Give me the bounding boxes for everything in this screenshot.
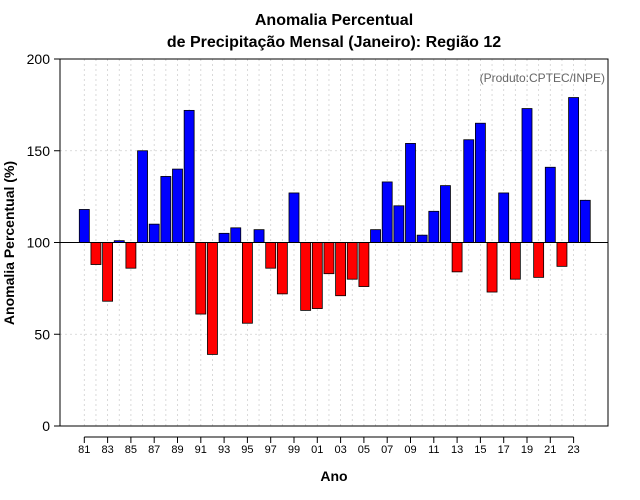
x-axis-label: Ano bbox=[320, 468, 347, 484]
y-axis-ticks: 0 50 100 150 200 bbox=[27, 51, 60, 434]
grid-lines bbox=[60, 58, 608, 427]
bar-23 bbox=[568, 97, 579, 243]
x-tick-label: 93 bbox=[218, 444, 230, 456]
bar-05 bbox=[358, 242, 370, 287]
y-tick-label: 50 bbox=[34, 326, 50, 342]
x-axis-ticks: 81 83 85 87 89 91 93 95 97 99 01 03 05 07 09 11 13 15 17 19… bbox=[78, 436, 580, 456]
bars bbox=[78, 97, 591, 355]
bar-03 bbox=[335, 242, 347, 297]
chart-title-line2: de Precipitação Mensal (Janeiro): Região… bbox=[167, 34, 501, 51]
credit-text: (Produto:CPTEC/INPE) bbox=[480, 71, 605, 85]
bar-14 bbox=[463, 139, 475, 243]
x-tick-label: 03 bbox=[334, 444, 346, 456]
bar-00 bbox=[300, 242, 312, 311]
bar-90 bbox=[183, 109, 195, 243]
bar-91 bbox=[195, 242, 207, 315]
x-tick-label: 23 bbox=[567, 444, 579, 456]
bar-22 bbox=[556, 242, 568, 267]
bar-94 bbox=[230, 227, 242, 243]
x-tick-label: 81 bbox=[78, 444, 90, 456]
x-tick-label: 17 bbox=[498, 444, 510, 456]
x-tick-label: 97 bbox=[265, 444, 277, 456]
x-tick-label: 89 bbox=[171, 444, 183, 456]
bar-88 bbox=[160, 176, 172, 243]
bar-10 bbox=[416, 234, 428, 243]
bar-85 bbox=[125, 242, 137, 269]
bar-09 bbox=[405, 143, 416, 243]
bar-95 bbox=[241, 242, 253, 324]
bar-93 bbox=[218, 232, 230, 243]
bar-20 bbox=[533, 242, 545, 278]
bar-08 bbox=[393, 205, 405, 243]
bar-81 bbox=[78, 209, 90, 243]
y-tick-label: 100 bbox=[27, 235, 51, 251]
bar-96 bbox=[253, 229, 265, 243]
bar-99 bbox=[288, 192, 300, 243]
x-tick-label: 91 bbox=[195, 444, 207, 456]
bar-02 bbox=[323, 242, 335, 275]
bar-98 bbox=[276, 242, 288, 295]
bar-11 bbox=[428, 210, 440, 243]
y-tick-label: 150 bbox=[27, 143, 51, 159]
bar-17 bbox=[498, 192, 510, 243]
bar-21 bbox=[544, 166, 556, 243]
bar-16 bbox=[486, 242, 498, 293]
x-tick-label: 01 bbox=[311, 444, 323, 456]
x-tick-label: 99 bbox=[288, 444, 300, 456]
bar-18 bbox=[509, 242, 521, 280]
bar-06 bbox=[370, 229, 381, 243]
y-tick-label: 200 bbox=[27, 51, 51, 67]
x-tick-label: 15 bbox=[474, 444, 486, 456]
x-tick-label: 21 bbox=[544, 444, 556, 456]
bar-92 bbox=[207, 242, 218, 355]
bar-89 bbox=[172, 168, 183, 243]
bar-83 bbox=[102, 242, 113, 302]
chart-title-line1: Anomalia Percentual bbox=[255, 12, 413, 29]
x-tick-label: 09 bbox=[404, 444, 416, 456]
x-tick-label: 83 bbox=[101, 444, 113, 456]
bar-24 bbox=[579, 199, 591, 243]
bar-07 bbox=[381, 181, 393, 243]
x-tick-label: 87 bbox=[148, 444, 160, 456]
bar-13 bbox=[451, 242, 463, 273]
bar-12 bbox=[440, 185, 451, 243]
y-tick-label: 0 bbox=[42, 418, 50, 434]
bar-97 bbox=[265, 242, 277, 269]
bar-15 bbox=[474, 122, 486, 243]
bar-86 bbox=[137, 150, 148, 243]
bar-04 bbox=[346, 242, 358, 280]
bar-82 bbox=[90, 242, 102, 265]
x-tick-label: 11 bbox=[428, 444, 439, 456]
x-tick-label: 95 bbox=[241, 444, 253, 456]
x-tick-label: 85 bbox=[125, 444, 137, 456]
x-tick-label: 19 bbox=[521, 444, 533, 456]
bar-01 bbox=[311, 242, 323, 309]
bar-87 bbox=[148, 223, 160, 243]
bar-19 bbox=[521, 108, 533, 243]
x-tick-label: 07 bbox=[381, 444, 393, 456]
x-tick-label: 05 bbox=[358, 444, 370, 456]
y-axis-label: Anomalia Percentual (%) bbox=[1, 161, 17, 325]
x-tick-label: 13 bbox=[451, 444, 463, 456]
